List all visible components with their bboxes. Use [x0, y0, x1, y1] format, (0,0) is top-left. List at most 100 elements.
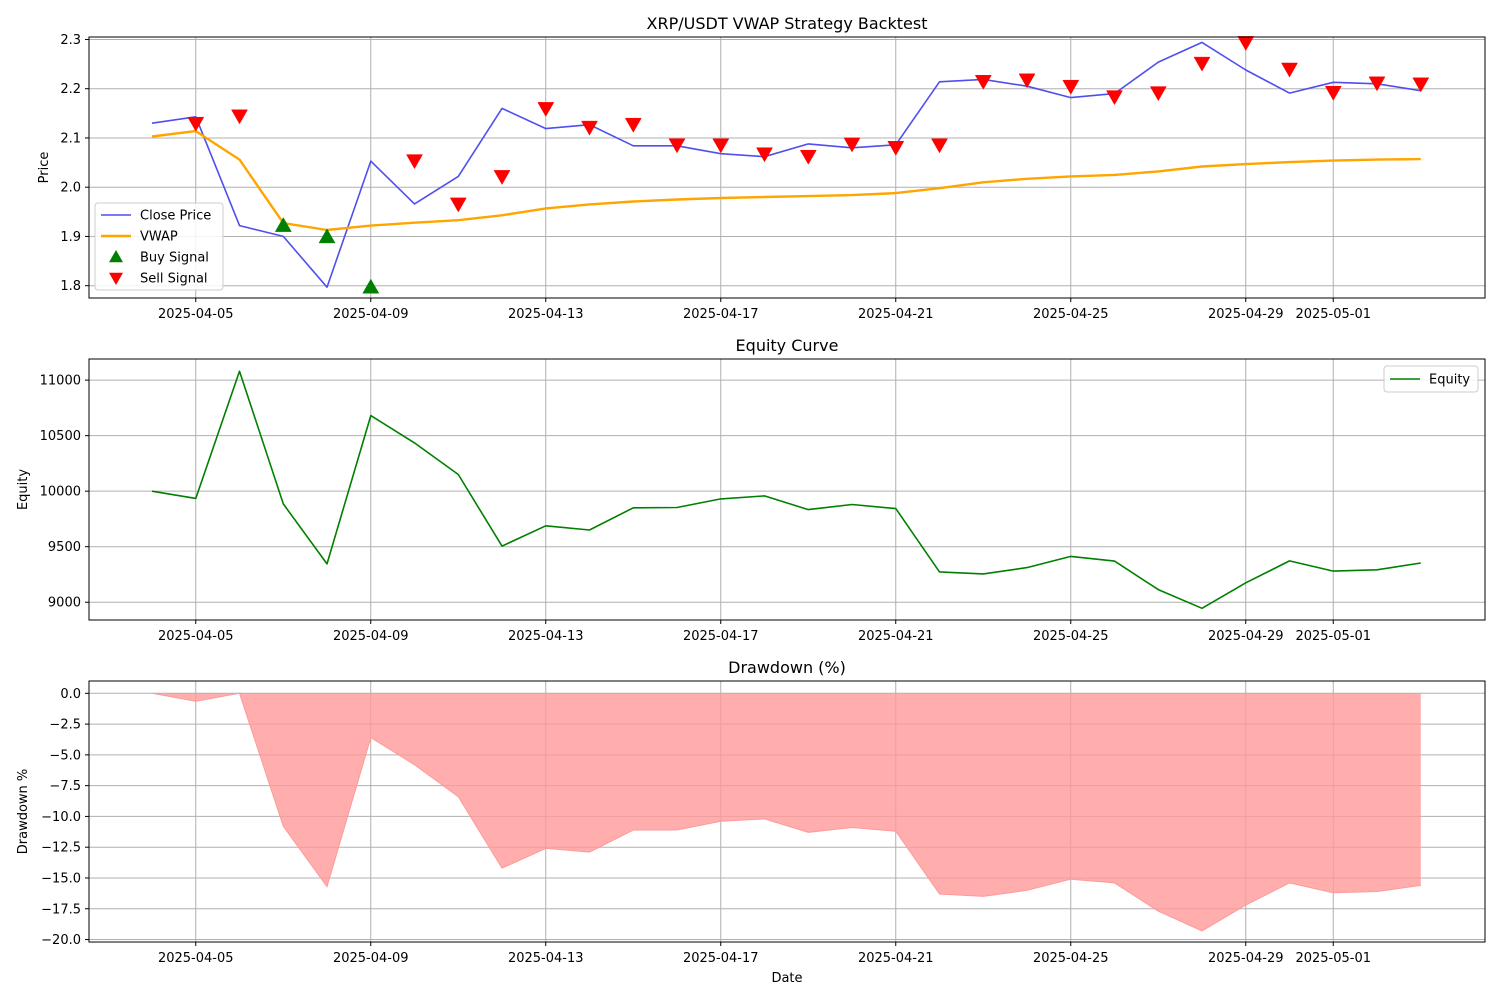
x-tick-label: 2025-04-17 [683, 951, 759, 966]
x-tick-label: 2025-04-05 [158, 307, 234, 322]
x-tick-label: 2025-04-09 [333, 951, 409, 966]
x-tick-label: 2025-05-01 [1295, 629, 1371, 644]
legend-vwap-label: VWAP [140, 230, 178, 245]
sell-signal-marker [1193, 56, 1211, 72]
series-line-1 [151, 129, 1421, 232]
y-tick-label: 1.8 [60, 279, 81, 294]
x-tick-label: 2025-04-21 [858, 629, 934, 644]
y-tick-label: −7.5 [49, 779, 81, 794]
x-tick-label: 2025-04-29 [1208, 951, 1284, 966]
legend-close-price-label: Close Price [140, 209, 211, 224]
y-tick-label: −15.0 [41, 871, 81, 886]
chart-panel-0: 2025-04-05 2025-04-09 2025-04-13 2025-04-17… [37, 14, 1486, 322]
legend-price: Close Price VWAP Buy Signal Sell Signal [94, 202, 224, 291]
chart-title: XRP/USDT VWAP Strategy Backtest [647, 14, 928, 33]
y-tick-label: −5.0 [49, 748, 81, 763]
plot-frame [88, 358, 1486, 621]
chart-title: Drawdown (%) [728, 658, 846, 677]
chart-title: Equity Curve [736, 336, 839, 355]
y-tick-label: 1.9 [60, 230, 81, 245]
x-axis-label: Date [771, 971, 802, 986]
y-axis-label: Drawdown % [16, 769, 31, 855]
sell-signal-marker [537, 102, 555, 117]
sell-signal-marker [1368, 76, 1386, 92]
legend-sell-signal-label: Sell Signal [140, 272, 208, 287]
y-tick-label: 10500 [40, 429, 81, 444]
sell-signal-marker [1018, 73, 1036, 89]
x-tick-label: 2025-05-01 [1295, 307, 1371, 322]
y-tick-label: 9500 [48, 540, 81, 555]
x-tick-label: 2025-04-09 [333, 307, 409, 322]
y-tick-label: 9000 [48, 596, 81, 611]
x-tick-label: 2025-04-17 [683, 629, 759, 644]
y-tick-label: 11000 [40, 374, 81, 389]
buy-signal-marker [318, 228, 336, 244]
sell-signal-marker [974, 75, 992, 90]
drawdown-line [151, 692, 1421, 932]
y-tick-label: −10.0 [41, 810, 81, 825]
sell-signal-marker [1281, 62, 1298, 78]
x-tick-label: 2025-04-21 [858, 307, 934, 322]
x-tick-label: 2025-04-05 [158, 629, 234, 644]
plot-area [89, 37, 1485, 298]
sell-signal-marker [1149, 86, 1167, 102]
sell-signal-marker [1412, 77, 1430, 93]
x-tick-label: 2025-04-17 [683, 307, 759, 322]
plot-area [89, 359, 1485, 620]
x-tick-label: 2025-04-13 [508, 307, 584, 322]
y-tick-label: 2.1 [60, 131, 81, 146]
sell-signal-marker [187, 116, 205, 132]
x-tick-label: 2025-04-29 [1208, 307, 1284, 322]
sell-signal-marker [493, 170, 511, 185]
sell-signal-marker [624, 117, 642, 133]
x-tick-label: 2025-04-05 [158, 951, 234, 966]
x-tick-label: 2025-04-25 [1033, 307, 1109, 322]
buy-signal-marker [274, 217, 292, 232]
y-tick-label: 0.0 [60, 687, 81, 702]
sell-signal-marker [887, 141, 905, 156]
y-axis-label: Price [37, 152, 52, 184]
x-tick-label: 2025-04-25 [1033, 951, 1109, 966]
sell-signal-marker [799, 149, 817, 165]
buy-signal-marker [362, 278, 380, 294]
y-tick-label: −17.5 [41, 902, 81, 917]
y-tick-label: −12.5 [41, 841, 81, 856]
legend-equity: Equity [1383, 365, 1479, 393]
y-tick-label: 2.2 [60, 82, 81, 97]
chart-panel-2: 2025-04-05 2025-04-09 2025-04-13 2025-04-17… [16, 658, 1486, 986]
sell-signal-marker [668, 138, 686, 154]
drawdown-area [152, 693, 1421, 931]
sell-signal-marker [581, 120, 598, 136]
y-axis-label: Equity [16, 469, 31, 510]
y-tick-label: 2.3 [60, 33, 81, 48]
x-tick-label: 2025-04-13 [508, 951, 584, 966]
x-tick-label: 2025-04-29 [1208, 629, 1284, 644]
sell-signal-marker [931, 138, 948, 154]
y-tick-label: 2.0 [60, 181, 81, 196]
legend-box [94, 202, 224, 291]
sell-signal-marker [449, 197, 467, 213]
plot-frame [88, 680, 1486, 943]
sell-signal-marker [1062, 79, 1080, 95]
plot-frame [88, 36, 1486, 299]
x-tick-label: 2025-04-21 [858, 951, 934, 966]
sell-signal-marker [1106, 90, 1123, 106]
sell-signal-marker [1324, 85, 1342, 101]
sell-signal-marker [406, 154, 423, 170]
legend-box [1383, 365, 1479, 393]
sell-signal-marker [756, 147, 773, 163]
x-tick-label: 2025-04-13 [508, 629, 584, 644]
y-tick-label: −2.5 [49, 718, 81, 733]
sell-signal-marker [231, 109, 248, 125]
chart-panel-1: 2025-04-05 2025-04-09 2025-04-13 2025-04-17… [16, 336, 1486, 644]
sell-signal-marker [712, 138, 730, 154]
x-tick-label: 2025-04-25 [1033, 629, 1109, 644]
legend-sell-signal-swatch [109, 272, 123, 285]
sell-signal-marker [1237, 36, 1255, 51]
y-tick-label: 10000 [40, 485, 81, 500]
series-line-0 [151, 370, 1421, 610]
y-tick-label: −20.0 [41, 933, 81, 948]
legend-buy-signal-swatch [109, 250, 123, 263]
legend-equity-label: Equity [1429, 373, 1470, 388]
